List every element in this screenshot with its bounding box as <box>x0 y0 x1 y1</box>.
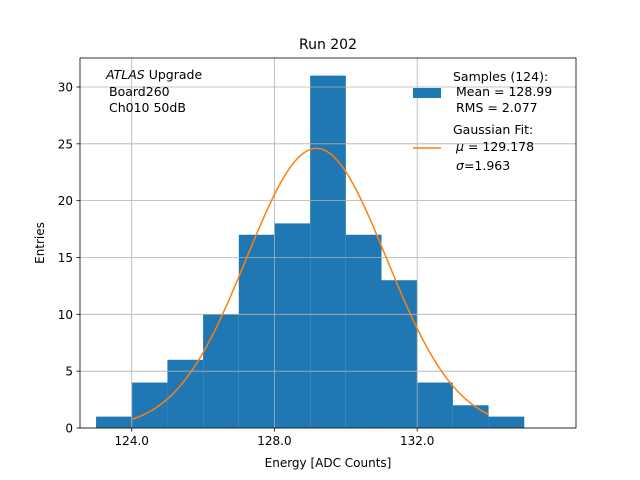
histogram-bar <box>310 75 346 428</box>
x-tick-label: 128.0 <box>257 434 291 448</box>
x-tick-label: 124.0 <box>115 434 149 448</box>
legend-samples-line1: Samples (124): <box>453 69 548 84</box>
legend-fit-mu-value: = 129.178 <box>464 139 534 154</box>
y-tick-label: 15 <box>58 251 73 265</box>
plot-frame <box>79 57 577 429</box>
legend-swatch-samples <box>413 88 441 98</box>
x-tick-label: 132.0 <box>400 434 434 448</box>
x-axis-label: Energy [ADC Counts] <box>265 456 392 470</box>
legend: Samples (124): Mean = 128.99 RMS = 2.077… <box>413 69 552 173</box>
annotation-atlas: ATLAS <box>105 67 145 82</box>
y-axis-ticks: 0 5 10 15 20 25 30 <box>58 80 80 436</box>
annotation-board: Board260 <box>109 84 170 99</box>
x-axis-ticks: 124.0 128.0 132.0 <box>115 428 434 448</box>
histogram-bar <box>488 416 525 428</box>
y-tick-label: 20 <box>58 194 73 208</box>
chart-title: Run 202 <box>299 37 357 53</box>
svg-text:ATLAS Upgrade: ATLAS Upgrade <box>105 67 202 82</box>
svg-text:μ = 129.178: μ = 129.178 <box>455 139 534 154</box>
histogram-bar <box>452 405 489 428</box>
histogram-bar <box>238 234 275 428</box>
gaussian-fit-curve <box>131 147 489 421</box>
y-tick-label: 10 <box>58 308 73 322</box>
legend-fit-mu-symbol: μ <box>455 139 464 154</box>
histogram-bar <box>96 416 132 428</box>
annotation-channel: Ch010 50dB <box>109 100 186 115</box>
y-tick-label: 0 <box>65 422 73 436</box>
legend-fit-sigma-symbol: σ <box>456 158 465 173</box>
histogram-bar <box>345 234 382 428</box>
legend-samples-line3: RMS = 2.077 <box>456 100 538 115</box>
annotation-upgrade: Upgrade <box>145 67 203 82</box>
experiment-annotation: ATLAS Upgrade Board260 Ch010 50dB <box>105 67 202 115</box>
y-tick-label: 5 <box>65 365 73 379</box>
y-tick-label: 25 <box>58 137 73 151</box>
histogram-bar <box>131 382 168 428</box>
histogram-bar <box>417 382 453 428</box>
y-tick-label: 30 <box>58 80 73 94</box>
grid-lines <box>80 58 576 429</box>
y-axis-label: Entries <box>33 222 47 264</box>
histogram-bar <box>381 280 418 428</box>
legend-fit-line1: Gaussian Fit: <box>453 122 533 137</box>
histogram-bar <box>274 223 311 428</box>
legend-fit-sigma-value: =1.963 <box>464 158 510 173</box>
legend-samples-line2: Mean = 128.99 <box>456 84 552 99</box>
svg-text:σ=1.963: σ=1.963 <box>456 158 510 173</box>
